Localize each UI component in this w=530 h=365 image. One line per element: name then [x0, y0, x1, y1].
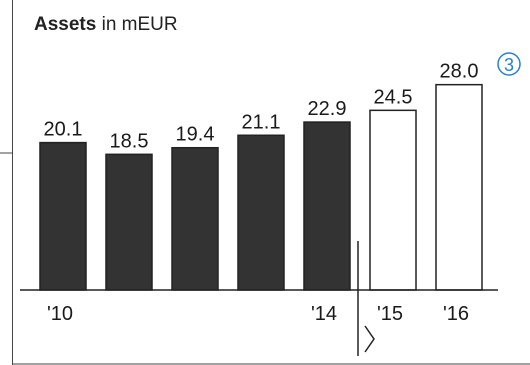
title-bold: Assets	[34, 14, 97, 35]
chart-card: Assets in mEUR 20.1 18.5 19.4 21.1 22.9 24.5 2…	[12, 0, 530, 365]
value-labels-group: 20.1 18.5 19.4 21.1 22.9 24.5 28.0	[44, 61, 479, 153]
value-label-1: 18.5	[110, 130, 149, 152]
value-label-3: 21.1	[242, 111, 281, 133]
bar-chart: 20.118.5 19.421.122.924.528.0 '10'14'15'1…	[12, 0, 530, 365]
value-label-5: 24.5	[374, 86, 413, 108]
tick-labels-group: '10 '14 '15 '16	[47, 303, 469, 325]
value-label-0: 20.1	[44, 119, 83, 141]
title-rest: in mEUR	[96, 14, 178, 35]
forecast-arrow-icon	[364, 325, 375, 353]
bar-0	[39, 141, 87, 291]
bars-group	[39, 83, 483, 291]
bar-4	[303, 121, 351, 291]
footnote-marker-icon[interactable]	[497, 52, 521, 76]
bar-5	[369, 109, 417, 291]
tick-label-5: '15	[377, 303, 403, 325]
tick-label-0: '10	[47, 303, 73, 325]
value-label-4: 22.9	[308, 98, 347, 120]
chart-title: Assets in mEUR	[34, 14, 178, 36]
left-connector	[0, 152, 12, 154]
bar-1	[105, 153, 153, 291]
bar-3	[237, 134, 285, 291]
tick-label-4: '14	[311, 303, 337, 325]
footnote-marker-text[interactable]: 3	[504, 55, 514, 75]
bar-2	[171, 146, 219, 291]
bar-6	[435, 83, 483, 291]
tick-label-6: '16	[443, 303, 469, 325]
value-label-6: 28.0	[440, 61, 479, 83]
value-label-2: 19.4	[176, 124, 215, 146]
